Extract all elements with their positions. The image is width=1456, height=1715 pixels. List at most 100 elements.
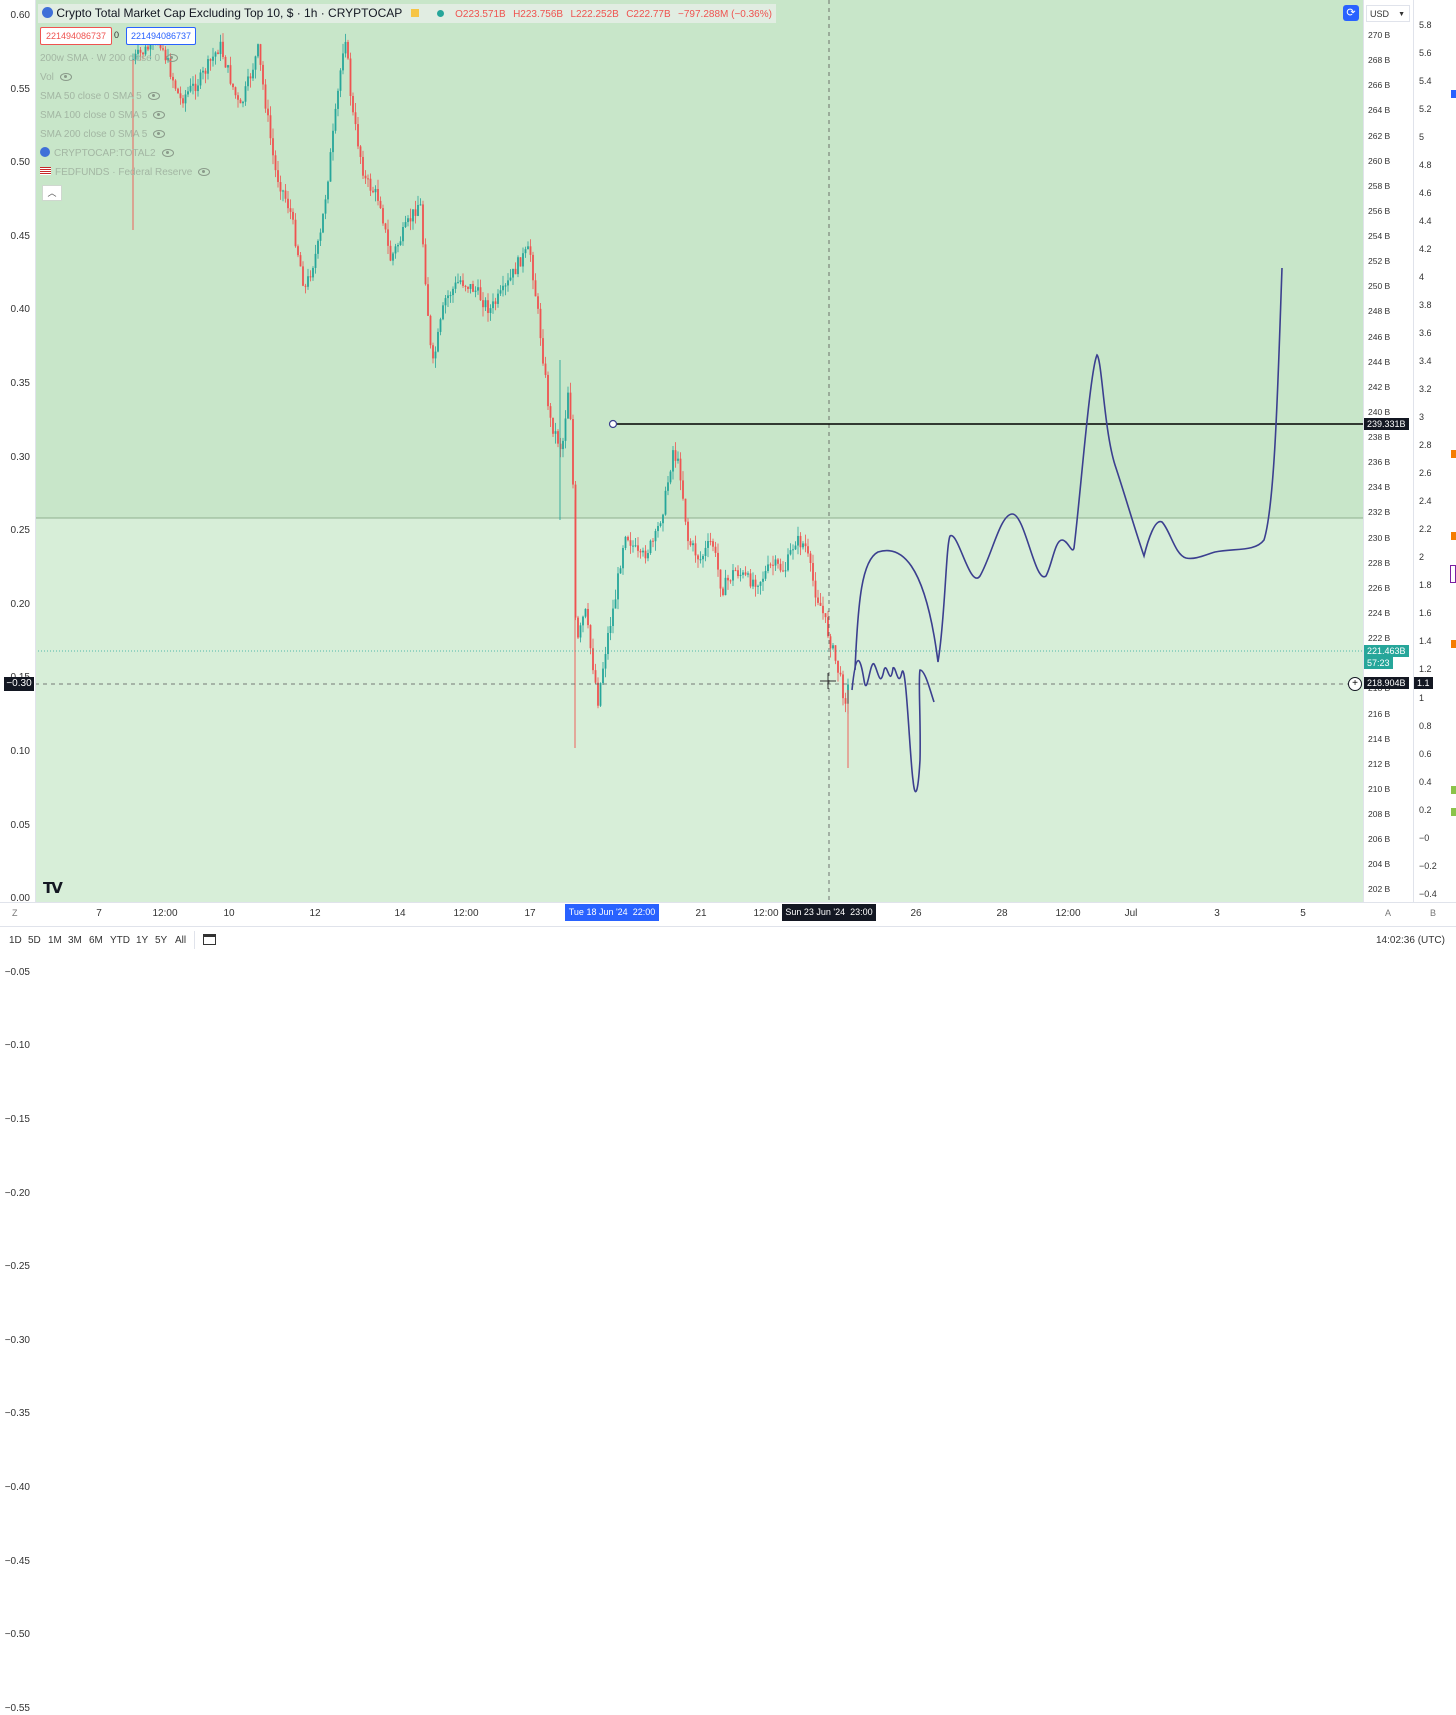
right-price-scale[interactable] — [1363, 0, 1414, 902]
candle-body — [542, 338, 544, 364]
collapse-legend-button[interactable]: ︿ — [42, 185, 62, 201]
candle-body — [209, 59, 212, 61]
candle-body — [727, 577, 729, 581]
candle-body — [679, 458, 682, 481]
candle-body — [779, 563, 782, 571]
candle-body — [222, 41, 224, 57]
candle-body — [639, 550, 642, 553]
candle-body — [284, 190, 287, 199]
timeframe-3m[interactable]: 3M — [68, 935, 82, 946]
secondary-scale-tick: 1.4 — [1419, 636, 1432, 646]
eye-icon[interactable] — [161, 149, 174, 158]
scale-marker — [1450, 565, 1456, 583]
candle-body — [419, 204, 422, 206]
eye-icon[interactable] — [147, 92, 160, 101]
candle-body — [467, 286, 469, 289]
secondary-scale-tick: 4.6 — [1419, 188, 1432, 198]
utc-clock[interactable]: 14:02:36 (UTC) — [1376, 935, 1445, 946]
secondary-scale-tick: 2 — [1419, 552, 1425, 562]
left-scale-tick: −0.15 — [4, 1114, 30, 1125]
left-scale-tick: 0.35 — [10, 378, 30, 389]
indicator-sma-50[interactable]: SMA 50 close 0 SMA 5 — [40, 88, 160, 105]
candle-body — [337, 90, 339, 109]
tv-logo-icon[interactable]: 𝗧𝗩 — [43, 880, 63, 897]
time-tick: 10 — [223, 908, 235, 919]
candle-body — [512, 268, 514, 278]
refresh-icon[interactable]: ⟳ — [1343, 5, 1359, 21]
time-scale[interactable] — [0, 902, 1456, 927]
currency-select[interactable]: USD ▼ — [1366, 5, 1410, 22]
indicator-sma-200w[interactable]: 200w SMA · W 200 close 0 — [40, 50, 179, 67]
candle-body — [667, 482, 669, 491]
indicator-fedfunds[interactable]: FEDFUNDS · Federal Reserve — [40, 164, 211, 181]
timeframe-ytd[interactable]: YTD — [110, 935, 130, 946]
chart-pane[interactable] — [0, 0, 1456, 959]
value-input-left[interactable]: 221494086737 — [40, 27, 112, 45]
candle-body — [357, 124, 359, 147]
eye-icon[interactable] — [166, 54, 179, 63]
add-alert-plus-icon[interactable]: + — [1348, 677, 1362, 691]
value-input-right[interactable]: 221494086737 — [126, 27, 196, 45]
indicator-total2[interactable]: CRYPTOCAP:TOTAL2 — [40, 145, 174, 162]
candle-body — [264, 84, 267, 109]
indicator-label: FEDFUNDS · Federal Reserve — [55, 167, 193, 178]
candle-body — [834, 645, 837, 661]
right-scale-tick: 214 B — [1368, 733, 1391, 744]
candle-body — [662, 514, 664, 524]
candle-body — [372, 190, 374, 193]
timeframe-5y[interactable]: 5Y — [155, 935, 168, 946]
bottom-toolbar — [0, 926, 1456, 960]
candle-body — [632, 545, 634, 547]
timeframe-6m[interactable]: 6M — [89, 935, 103, 946]
ohlc-change: −797.288M (−0.36%) — [678, 9, 772, 20]
candle-body — [262, 64, 264, 85]
candle-body — [139, 49, 142, 53]
right-scale-tick: 256 B — [1368, 205, 1391, 216]
eye-icon[interactable] — [59, 73, 72, 82]
candle-body — [229, 65, 232, 84]
candle-body — [774, 559, 777, 566]
ohlc-high: H223.756B — [513, 9, 564, 20]
timeframe-all[interactable]: All — [175, 935, 187, 946]
right-scale-tick: 260 B — [1368, 155, 1391, 166]
symbol-legend[interactable]: Crypto Total Market Cap Excluding Top 10… — [38, 4, 776, 23]
flag-icon[interactable] — [411, 9, 420, 17]
eye-icon[interactable] — [153, 111, 166, 120]
indicator-sma-200[interactable]: SMA 200 close 0 SMA 5 — [40, 126, 166, 143]
left-price-scale[interactable] — [0, 0, 36, 902]
indicator-vol[interactable]: Vol — [40, 69, 72, 86]
candle-body — [249, 76, 252, 79]
eye-icon[interactable] — [153, 130, 166, 139]
candle-body — [629, 540, 632, 546]
eye-icon[interactable] — [198, 168, 211, 177]
calendar-icon[interactable] — [203, 934, 216, 945]
candle-body — [687, 521, 689, 542]
candle-body — [339, 70, 342, 91]
timeframe-1d[interactable]: 1D — [9, 935, 22, 946]
right-scale-tick: 236 B — [1368, 457, 1391, 468]
timeframe-1y[interactable]: 1Y — [136, 935, 149, 946]
candle-body — [267, 108, 269, 116]
right-scale-tick: 268 B — [1368, 55, 1391, 66]
indicator-sma-100[interactable]: SMA 100 close 0 SMA 5 — [40, 107, 166, 124]
candle-body — [454, 282, 457, 289]
auto-scale-toggle[interactable]: A — [1385, 908, 1392, 918]
time-tick: 12:00 — [753, 908, 779, 919]
candle-body — [547, 374, 549, 407]
secondary-price-scale[interactable] — [1413, 0, 1456, 902]
scale-marker — [1451, 532, 1456, 540]
time-corner-left[interactable]: Z — [12, 908, 18, 918]
candle-body — [202, 70, 204, 73]
log-scale-toggle[interactable]: B — [1430, 908, 1437, 918]
candle-body — [822, 605, 824, 614]
candle-body — [537, 296, 539, 309]
left-scale-tick: 0.55 — [10, 83, 30, 95]
left-scale-tick: 0.40 — [10, 304, 30, 316]
candle-body — [317, 240, 319, 254]
candle-body — [682, 480, 684, 499]
timeframe-5d[interactable]: 5D — [28, 935, 41, 946]
timeframe-1m[interactable]: 1M — [48, 935, 62, 946]
time-tick: 12:00 — [453, 908, 479, 919]
right-scale-tick: 252 B — [1368, 256, 1391, 267]
toolbar-divider — [194, 931, 195, 949]
